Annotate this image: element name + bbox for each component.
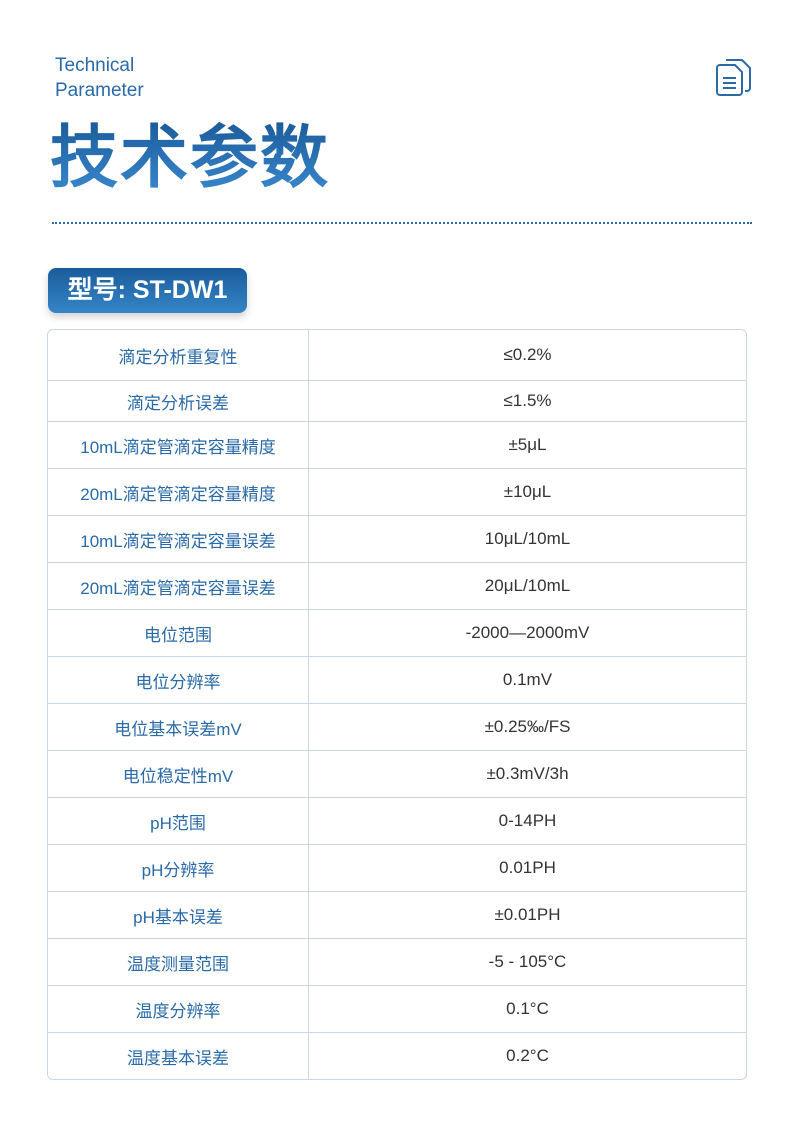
spec-label: 滴定分析重复性 <box>48 330 309 380</box>
document-copy-icon <box>716 59 751 96</box>
spec-value: 10μL/10mL <box>484 529 571 548</box>
page-title: 技术参数 <box>50 118 331 198</box>
spec-label: 10mL滴定管滴定容量误差 <box>48 516 309 562</box>
table-row: 滴定分析误差 ≤1.5% <box>48 380 746 421</box>
spec-label: 温度测量范围 <box>48 939 309 985</box>
table-row: 滴定分析重复性 ≤0.2% <box>48 330 746 380</box>
table-row: pH基本误差 ±0.01PH <box>48 891 746 938</box>
spec-value: ±0.01PH <box>494 905 561 924</box>
spec-label: 温度分辨率 <box>48 986 309 1032</box>
spec-value: ±0.25‰/FS <box>484 717 571 736</box>
spec-value: -2000—2000mV <box>465 623 590 642</box>
spec-value: 0-14PH <box>498 811 557 830</box>
table-row: 电位稳定性mV ±0.3mV/3h <box>48 750 746 797</box>
spec-label: 温度基本误差 <box>48 1033 309 1079</box>
table-row: 10mL滴定管滴定容量精度 ±5μL <box>48 421 746 468</box>
spec-label: 电位稳定性mV <box>48 751 309 797</box>
spec-label: 10mL滴定管滴定容量精度 <box>48 422 309 468</box>
table-row: 电位基本误差mV ±0.25‰/FS <box>48 703 746 750</box>
table-row: 电位范围 -2000—2000mV <box>48 609 746 656</box>
table-row: pH范围 0-14PH <box>48 797 746 844</box>
table-row: 温度分辨率 0.1°C <box>48 985 746 1032</box>
table-row: pH分辨率 0.01PH <box>48 844 746 891</box>
spec-value: ±10μL <box>503 482 552 501</box>
spec-value: ±0.3mV/3h <box>486 764 569 783</box>
spec-value: ±5μL <box>508 435 547 454</box>
spec-label: pH基本误差 <box>48 892 309 938</box>
spec-label: 20mL滴定管滴定容量误差 <box>48 563 309 609</box>
spec-label: 滴定分析误差 <box>48 381 309 421</box>
table-row: 20mL滴定管滴定容量误差 20μL/10mL <box>48 562 746 609</box>
table-row: 温度基本误差 0.2°C <box>48 1032 746 1079</box>
spec-value: 0.1mV <box>502 670 553 689</box>
spec-value: 0.01PH <box>499 858 556 877</box>
spec-label: 电位范围 <box>48 610 309 656</box>
spec-table: 滴定分析重复性 ≤0.2% 滴定分析误差 ≤1.5% 10mL滴定管滴定容量精度 ±5μL… <box>47 329 747 1080</box>
spec-label: 20mL滴定管滴定容量精度 <box>48 469 309 515</box>
subtitle-line-2: Parameter <box>55 80 144 101</box>
spec-value: ≤1.5% <box>503 391 552 410</box>
english-subtitle: Technical Parameter <box>55 53 144 103</box>
spec-label: 电位分辨率 <box>48 657 309 703</box>
spec-value: -5 - 105°C <box>488 952 567 971</box>
subtitle-line-1: Technical <box>55 55 135 76</box>
table-row: 温度测量范围 -5 - 105°C <box>48 938 746 985</box>
dotted-divider <box>52 222 752 224</box>
spec-label: 电位基本误差mV <box>48 704 309 750</box>
table-row: 20mL滴定管滴定容量精度 ±10μL <box>48 468 746 515</box>
model-badge: 型号: ST-DW1 <box>48 268 247 313</box>
spec-value: 0.2°C <box>506 1046 549 1065</box>
spec-value: 0.1°C <box>506 999 549 1018</box>
spec-value: 20μL/10mL <box>484 576 571 595</box>
spec-label: pH范围 <box>48 798 309 844</box>
table-row: 电位分辨率 0.1mV <box>48 656 746 703</box>
spec-value: ≤0.2% <box>503 345 552 364</box>
table-row: 10mL滴定管滴定容量误差 10μL/10mL <box>48 515 746 562</box>
spec-label: pH分辨率 <box>48 845 309 891</box>
